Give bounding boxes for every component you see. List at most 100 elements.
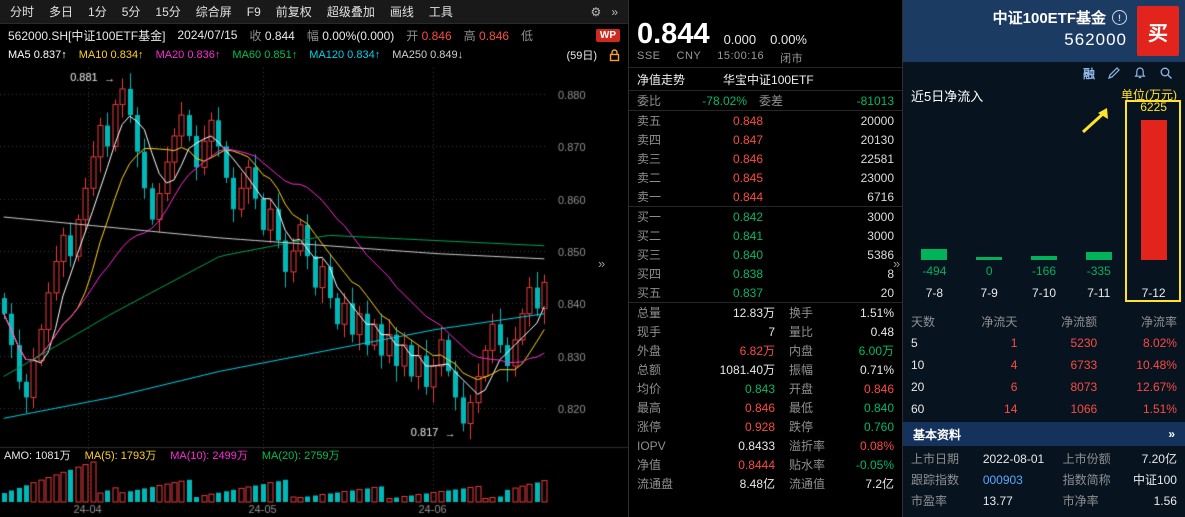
weicha-label: 委差: [759, 94, 784, 108]
flow-bar: [1085, 252, 1112, 260]
basic-info-rows: 上市日期 2022-08-01 上市份额 7.20亿 跟踪指数 000903 指数简称…: [903, 446, 1185, 511]
stat-row: 外盘 6.82万 内盘 6.00万: [637, 344, 894, 358]
net-inflow-title: 近5日净流入: [911, 89, 984, 104]
bid1-price[interactable]: 0.842: [732, 209, 763, 224]
low-label: 低: [521, 28, 534, 43]
ask5-price[interactable]: 0.848: [732, 113, 763, 128]
ask5-label: 卖五: [637, 114, 662, 128]
ask2-vol: 23000: [860, 170, 894, 185]
tab-5min[interactable]: 5分: [121, 5, 141, 19]
menu-super-overlay[interactable]: 超级叠加: [326, 5, 375, 19]
market-status-line: SSE CNY 15:00:16 闭市: [629, 49, 902, 67]
ma20-value: 0.836↑: [187, 49, 221, 61]
ask4-price[interactable]: 0.847: [732, 132, 763, 147]
bid5-label: 买五: [637, 286, 662, 300]
bid2-price[interactable]: 0.841: [732, 228, 763, 243]
flow-column: 6225 7-12: [1126, 100, 1181, 304]
flow-bar: [1030, 256, 1057, 260]
lock-icon[interactable]: [609, 48, 620, 62]
open-label: 开: [406, 28, 419, 43]
info-icon[interactable]: !: [1112, 10, 1127, 25]
ma250-value: 0.849↓: [430, 49, 464, 61]
bid4-label: 买四: [637, 267, 662, 281]
tab-intraday[interactable]: 分时: [10, 5, 35, 19]
margin-badge[interactable]: 融: [1082, 66, 1095, 81]
gear-icon[interactable]: ⚙: [590, 4, 602, 19]
net-inflow-table: 天数 净流天 净流额 净流率 5 1 5230 8.02% 10 4 6733 10.48% 20…: [903, 304, 1185, 420]
index-code-link[interactable]: 000903: [982, 472, 1023, 487]
ma10-label: MA10: [78, 49, 108, 61]
symbol-info-bar: 562000.SH[中证100ETF基金] 2024/07/15 收 0.844…: [0, 24, 628, 46]
weicha-value: -81013: [856, 93, 894, 108]
weibi-value: -78.02%: [702, 93, 747, 108]
menu-f9[interactable]: F9: [246, 4, 261, 19]
stats-block: 总量 12.83万 换手 1.51% 现手 7 量比 0.48 外盘 6.82万 内盘 6.00万…: [629, 303, 902, 493]
pencil-icon[interactable]: [1107, 66, 1121, 80]
table-row: 60 14 1066 1.51%: [911, 402, 1177, 416]
bell-icon[interactable]: [1133, 66, 1147, 80]
menu-forward-adjust[interactable]: 前复权: [275, 5, 312, 19]
flow-column: 0 7-9: [962, 102, 1017, 304]
bid1-vol: 3000: [867, 209, 894, 224]
collapse-handle-left[interactable]: »: [598, 256, 606, 271]
tab-1min[interactable]: 1分: [88, 5, 107, 19]
bid3-price[interactable]: 0.840: [732, 247, 763, 262]
ask2-price[interactable]: 0.845: [732, 170, 763, 185]
bid4-price[interactable]: 0.838: [732, 266, 763, 281]
expand-icon[interactable]: »: [1168, 427, 1175, 441]
bid-row: 买五 0.837 20: [629, 283, 902, 302]
flow-column: -166 7-10: [1017, 102, 1072, 304]
unit-label: 单位(万元): [1121, 88, 1177, 102]
table-row: 20 6 8073 12.67%: [911, 380, 1177, 394]
fund-nav-line: 净值走势 华宝中证100ETF: [629, 67, 902, 91]
flow-value: -335: [1086, 264, 1111, 278]
close-value: 0.844: [264, 28, 295, 43]
stat-row: 流通盘 8.48亿 流通值 7.2亿: [637, 477, 894, 491]
wp-badge[interactable]: WP: [595, 28, 620, 42]
flow-column: -494 7-8: [907, 102, 962, 304]
period-label: (59日): [566, 50, 597, 62]
vol-ma10-label: MA(10):: [170, 449, 210, 462]
ask3-label: 卖三: [637, 152, 662, 166]
bid2-vol: 3000: [867, 228, 894, 243]
vol-ma5-label: MA(5):: [84, 449, 118, 462]
menu-composite[interactable]: 综合屏: [195, 5, 232, 19]
nav-trend-tab[interactable]: 净值走势: [637, 72, 686, 87]
search-icon[interactable]: [1159, 66, 1173, 80]
bid5-price[interactable]: 0.837: [732, 285, 763, 300]
menu-tools[interactable]: 工具: [428, 5, 453, 19]
bid1-label: 买一: [637, 210, 662, 224]
collapse-handle-right[interactable]: »: [893, 256, 901, 271]
volume-legend-bar: AMO: 1081万 MA(5): 1793万 MA(10): 2499万 MA…: [4, 447, 340, 462]
table-row: 10 4 6733 10.48%: [911, 358, 1177, 372]
fund-name[interactable]: 华宝中证100ETF: [723, 72, 814, 87]
symbol-label: 562000.SH[中证100ETF基金]: [8, 28, 166, 43]
kline-chart[interactable]: [0, 64, 628, 517]
vol-ma20-value: 2759万: [304, 449, 340, 462]
open-value: 0.846: [421, 28, 452, 43]
flow-value: 6225: [1140, 100, 1167, 114]
flow-date: 7-8: [925, 286, 944, 300]
chart-toolbar: 分时 多日 1分 5分 15分 综合屏 F9 前复权 超级叠加 画线 工具 ⚙ …: [0, 0, 628, 24]
ask3-price[interactable]: 0.846: [732, 151, 763, 166]
chevron-right-icon[interactable]: »: [611, 4, 618, 19]
tab-15min[interactable]: 15分: [155, 5, 181, 19]
menu-draw[interactable]: 画线: [389, 5, 414, 19]
commission-ratio-row: 委比 -78.02% 委差 -81013: [629, 91, 902, 111]
ask4-vol: 20130: [860, 132, 894, 147]
tab-multiday[interactable]: 多日: [49, 5, 74, 19]
currency-label: CNY: [676, 50, 702, 62]
ask1-price[interactable]: 0.844: [732, 189, 763, 204]
fund-code: 562000: [1064, 30, 1127, 49]
price-change-pct: 0.00%: [770, 32, 807, 47]
flow-date: 7-11: [1087, 286, 1111, 300]
ask4-label: 卖四: [637, 133, 662, 147]
highlight-arrow-icon: [1081, 108, 1108, 134]
bid-row: 买一 0.842 3000: [629, 207, 902, 226]
ask-book: 卖五 0.848 20000 卖四 0.847 20130 卖三 0.846 22581 卖…: [629, 111, 902, 207]
ask3-vol: 22581: [860, 151, 894, 166]
stat-row: 最高 0.846 最低 0.840: [637, 400, 894, 416]
basic-info-row: 跟踪指数 000903 指数简称 中证100: [911, 472, 1177, 488]
buy-button[interactable]: 买: [1137, 6, 1179, 56]
flow-bar: [976, 257, 1003, 260]
